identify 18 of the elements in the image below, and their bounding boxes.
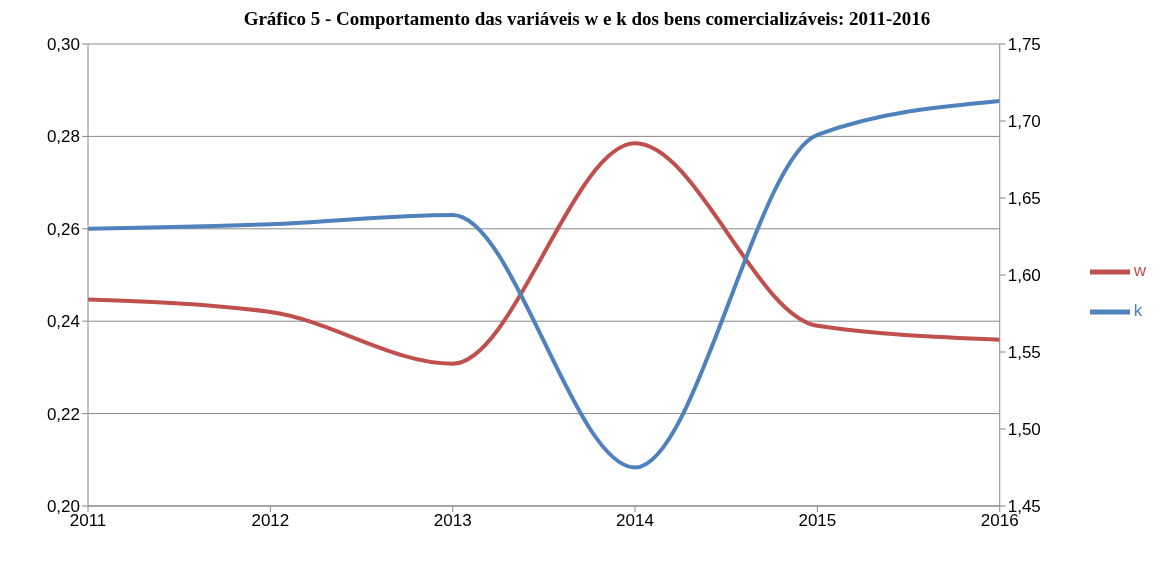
y-tick-label: 0,28 [46, 127, 80, 147]
x-tick-label: 2013 [433, 511, 472, 531]
y2-tick-label: 1,70 [1007, 112, 1041, 132]
y2-tick-label: 1,65 [1007, 189, 1041, 209]
y-tick-label: 0,26 [46, 219, 80, 239]
y2-tick-label: 1,60 [1007, 266, 1041, 286]
y2-tick-label: 1,50 [1007, 420, 1041, 440]
y2-tick-label: 1,75 [1007, 35, 1041, 55]
chart-title: Gráfico 5 - Comportamento das variáveis w e k dos bens comercializáveis: 2011-2016 [242, 8, 932, 31]
y-tick-label: 0,30 [46, 35, 80, 55]
y-tick-label: 0,22 [46, 404, 80, 424]
x-tick-label: 2012 [251, 511, 290, 531]
y-tick-label: 0,24 [46, 312, 80, 332]
legend-label: k [1133, 301, 1143, 321]
x-tick-label: 2015 [798, 511, 837, 531]
x-tick-label: 2014 [616, 511, 654, 531]
y2-tick-label: 1,55 [1007, 343, 1041, 363]
legend-label: w [1133, 261, 1146, 281]
